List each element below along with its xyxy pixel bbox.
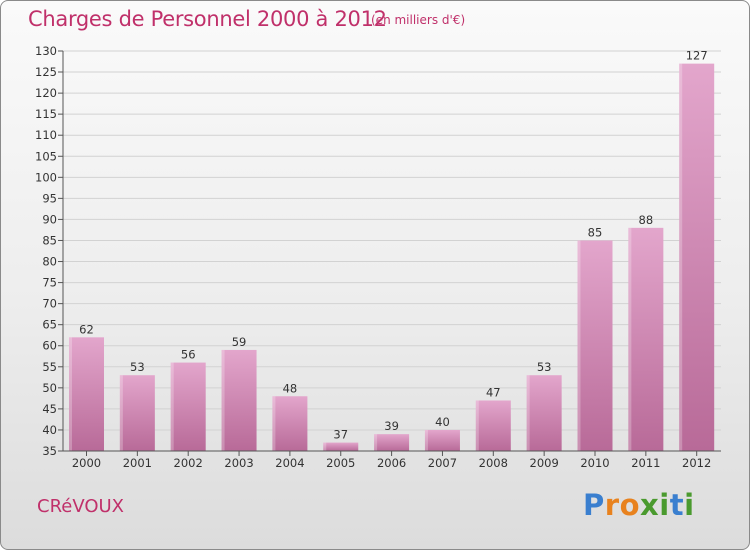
data-label-2001: 53 <box>130 360 145 374</box>
bar-highlight <box>119 375 123 451</box>
data-label-2009: 53 <box>537 360 552 374</box>
bar-2010[interactable] <box>577 240 613 451</box>
logo-letter: i <box>684 488 695 522</box>
bar-highlight <box>526 375 530 451</box>
y-tick-label: 130 <box>35 44 57 58</box>
bar-2002[interactable] <box>170 362 206 451</box>
data-label-2010: 85 <box>588 225 603 239</box>
x-tick-label: 2012 <box>682 456 711 470</box>
bar-2001[interactable] <box>119 375 155 451</box>
data-label-2012: 127 <box>686 49 708 63</box>
data-label-2006: 39 <box>384 419 399 433</box>
x-tick-label: 2003 <box>224 456 253 470</box>
data-label-2011: 88 <box>639 213 654 227</box>
bar-2008[interactable] <box>475 400 511 451</box>
data-label-2002: 56 <box>181 348 196 362</box>
bar-2000[interactable] <box>69 337 104 451</box>
y-tick-label: 65 <box>42 318 57 332</box>
y-tick-label: 125 <box>35 65 57 79</box>
y-tick-label: 95 <box>42 191 57 205</box>
x-tick-label: 2001 <box>123 456 152 470</box>
bar-2007[interactable] <box>424 429 460 451</box>
bar-2003[interactable] <box>221 349 257 451</box>
y-tick-label: 35 <box>42 444 57 458</box>
bar-layer <box>69 63 715 451</box>
data-label-2007: 40 <box>435 415 450 429</box>
logo-letter: t <box>669 488 685 522</box>
y-tick-label: 45 <box>42 402 57 416</box>
bar-highlight <box>628 227 632 451</box>
bar-highlight <box>475 400 479 451</box>
y-tick-label: 120 <box>35 86 57 100</box>
x-tick-label: 2000 <box>72 456 101 470</box>
logo-letter: i <box>659 488 670 522</box>
x-tick-label: 2006 <box>377 456 406 470</box>
x-tick-label: 2009 <box>530 456 559 470</box>
bar-highlight <box>577 240 581 451</box>
y-tick-label: 40 <box>42 423 57 437</box>
y-tick-label: 115 <box>35 107 57 121</box>
x-tick-label: 2008 <box>479 456 508 470</box>
y-tick-label: 105 <box>35 149 57 163</box>
data-label-2008: 47 <box>486 385 501 399</box>
commune-name: CRéVOUX <box>37 496 125 517</box>
chart-title: Charges de Personnel 2000 à 2012 <box>28 7 387 31</box>
y-tick-label: 50 <box>42 381 57 395</box>
data-label-2005: 37 <box>333 428 348 442</box>
data-label-2000: 62 <box>79 322 94 336</box>
bar-highlight <box>323 442 327 451</box>
bar-highlight <box>170 362 174 451</box>
bar-highlight <box>424 429 428 451</box>
y-tick-label: 85 <box>42 233 57 247</box>
bar-highlight <box>272 396 276 451</box>
axis-layer <box>58 50 721 456</box>
bar-2012[interactable] <box>679 63 715 451</box>
bar-highlight <box>679 63 683 451</box>
x-tick-label: 2011 <box>631 456 660 470</box>
chart-subtitle: (en milliers d'€) <box>371 13 466 27</box>
bar-highlight <box>221 349 225 451</box>
y-tick-label: 55 <box>42 360 57 374</box>
grid-layer <box>63 50 721 452</box>
bar-2006[interactable] <box>374 434 410 451</box>
y-tick-label: 100 <box>35 170 57 184</box>
y-tick-label: 70 <box>42 297 57 311</box>
bar-2011[interactable] <box>628 227 664 451</box>
y-tick-label: 110 <box>35 128 57 142</box>
bar-highlight <box>374 434 378 451</box>
y-tick-label: 75 <box>42 276 57 290</box>
bar-2009[interactable] <box>526 375 562 451</box>
proxiti-logo[interactable]: Proxiti <box>583 488 695 522</box>
y-tick-label: 80 <box>42 255 57 269</box>
label-layer: 35 40 45 50 55 60 65 70 75 80 85 90 95 100 105 110 115 12… <box>35 44 711 470</box>
data-label-2004: 48 <box>283 381 298 395</box>
logo-letter: P <box>583 488 605 522</box>
bar-2005[interactable] <box>323 442 359 451</box>
y-tick-label: 60 <box>42 339 57 353</box>
y-tick-label: 90 <box>42 212 57 226</box>
x-tick-label: 2010 <box>580 456 609 470</box>
logo-letter: x <box>640 488 660 522</box>
logo-letter: o <box>619 488 641 522</box>
logo-letter: r <box>604 488 620 522</box>
x-tick-label: 2002 <box>174 456 203 470</box>
bar-2004[interactable] <box>272 396 308 451</box>
data-label-2003: 59 <box>232 335 247 349</box>
x-tick-label: 2004 <box>275 456 304 470</box>
x-tick-label: 2005 <box>326 456 355 470</box>
bar-highlight <box>69 337 72 451</box>
x-tick-label: 2007 <box>428 456 457 470</box>
